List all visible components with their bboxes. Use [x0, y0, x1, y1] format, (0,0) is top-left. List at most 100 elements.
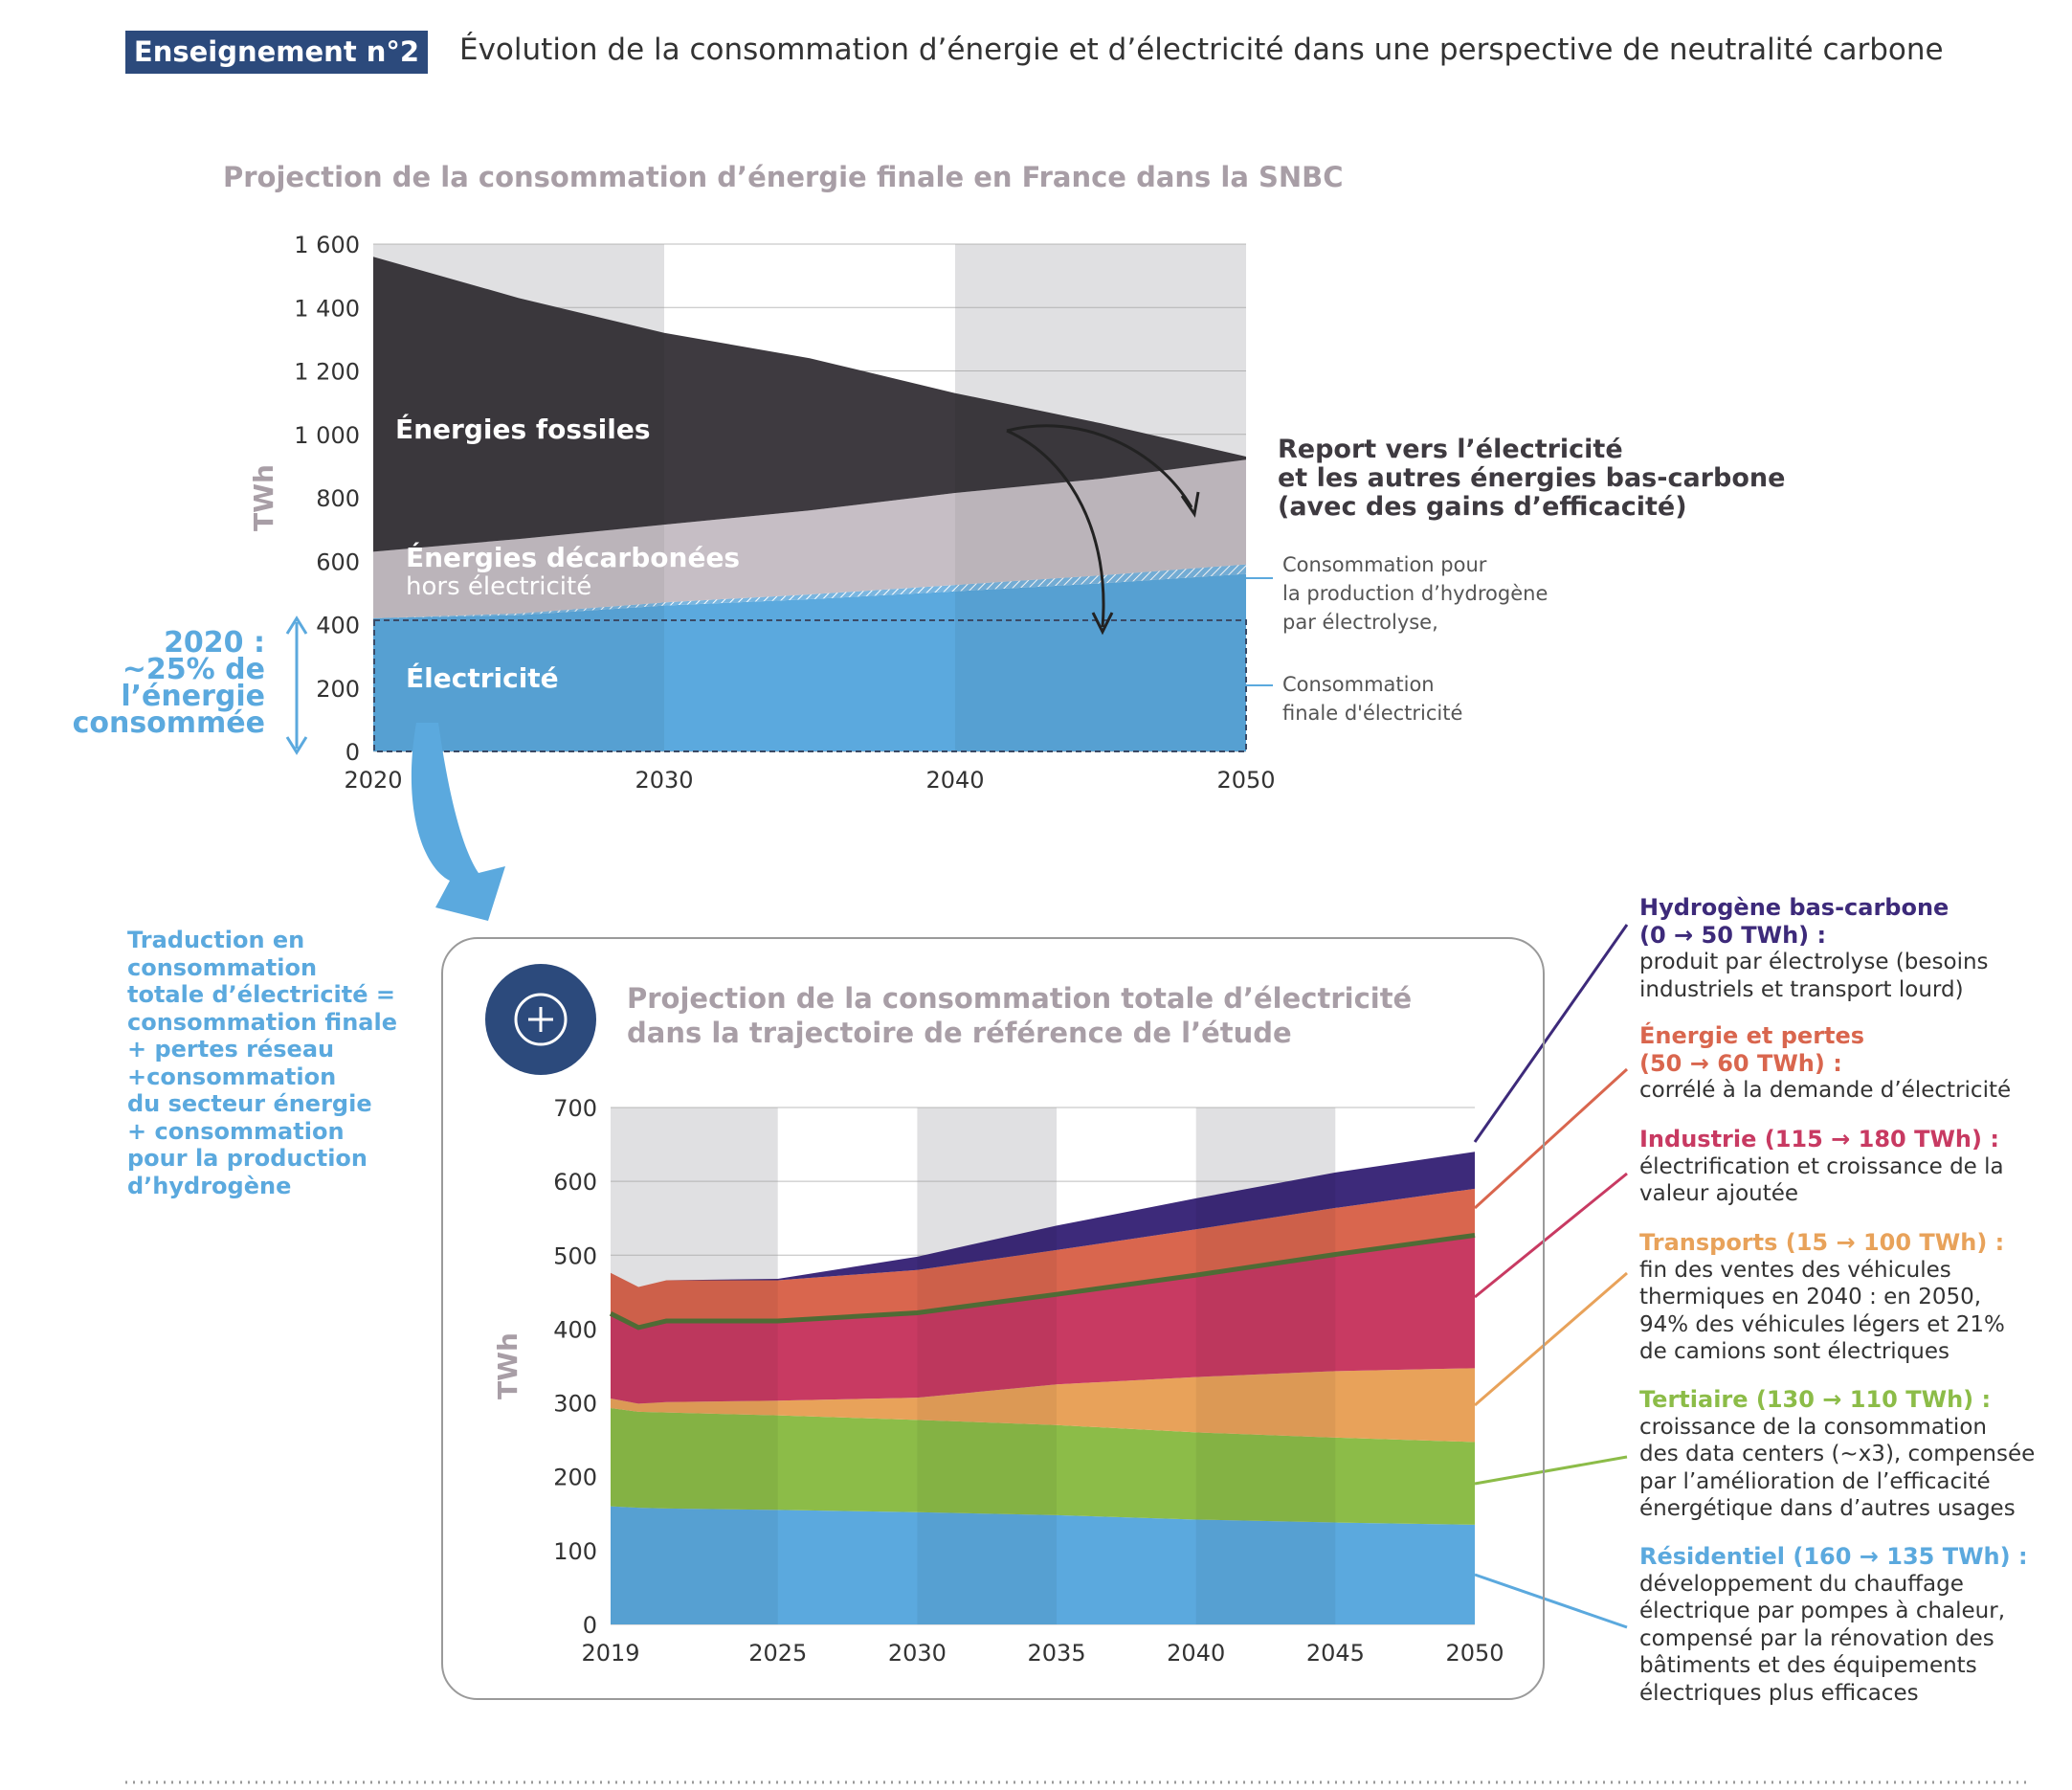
chart2-frame: [441, 937, 1545, 1700]
area-r-sidentiel: [611, 1506, 1475, 1624]
annot-line: Consommation: [1282, 673, 1435, 696]
annot-line: Consommation pour: [1282, 553, 1487, 576]
legend-title: Transports (15 → 100 TWh) :: [1639, 1229, 2005, 1256]
legend-leader-line: [1474, 1271, 1628, 1407]
plus-circle-icon: [485, 964, 596, 1075]
label-decarbonees: Énergies décarbonées: [406, 542, 741, 573]
y-tick-label: 200: [553, 1465, 597, 1491]
legend-hydrogene: Hydrogène bas-carbone (0 → 50 TWh) : pro…: [1639, 894, 1989, 1003]
x-tick-label: 2025: [748, 1640, 807, 1667]
arrow-head-icon: [1180, 491, 1200, 518]
area-lectricit: [373, 573, 1246, 751]
note-2020-line: l’énergie: [121, 680, 265, 713]
x-tick-label: 2030: [888, 1640, 947, 1667]
legend-leader-line: [1473, 924, 1629, 1143]
y-tick-label: 400: [553, 1316, 597, 1343]
y-tick-label: 1 200: [294, 359, 360, 386]
y-tick-label: 100: [553, 1538, 597, 1565]
chart1-title: Projection de la consommation d’énergie …: [223, 161, 1344, 193]
legend-desc: corrélé à la demande d’électricité: [1639, 1078, 2012, 1103]
area-nergie-et-pertes: [611, 1188, 1475, 1328]
legend-desc: fin des ventes des véhicules: [1639, 1257, 1951, 1283]
legend-leader-line: [1473, 1067, 1629, 1210]
electricity-2020-outline: [373, 619, 1247, 752]
area-nergies-fossiles: [373, 257, 1246, 552]
trad-line: consommation: [127, 953, 318, 981]
legend-desc: thermiques en 2040 : en 2050,: [1639, 1285, 1982, 1309]
x-tick-label: 2030: [635, 767, 693, 794]
y-tick-label: 300: [553, 1391, 597, 1418]
chart2-title-line: dans la trajectoire de référence de l’ét…: [627, 1017, 1292, 1049]
legend-desc: industriels et transport lourd): [1639, 976, 1964, 1002]
legend-desc: énergétique dans d’autres usages: [1639, 1496, 2016, 1521]
trad-line: totale d’électricité =: [127, 981, 395, 1008]
legend-title: Énergie et pertes: [1639, 1022, 1865, 1049]
trad-line: +consommation: [127, 1063, 337, 1090]
label-electricite: Électricité: [406, 662, 559, 694]
report-line: (avec des gains d’efficacité): [1278, 492, 1687, 522]
y-tick-label: 1 400: [294, 295, 360, 322]
arrow-head-up-icon: [285, 615, 308, 635]
x-tick-label: 2040: [925, 767, 984, 794]
trad-line: + consommation: [127, 1117, 345, 1145]
x-tick-label: 2035: [1028, 1640, 1086, 1667]
note-2020: 2020 : ~25% de l’énergie consommée: [38, 626, 265, 738]
note-2020-line: 2020 :: [164, 626, 265, 660]
legend-title: Industrie (115 → 180 TWh) :: [1639, 1126, 1999, 1152]
legend-desc: électrification et croissance de la: [1639, 1153, 2004, 1179]
legend-desc: électriques plus efficaces: [1639, 1680, 1919, 1706]
label-fossiles: Énergies fossiles: [395, 414, 651, 445]
chart2-title-line: Projection de la consommation totale d’é…: [627, 982, 1413, 1015]
area-transports: [611, 1368, 1475, 1443]
y-tick-label: 1 600: [294, 232, 360, 258]
legend-desc: par l’amélioration de l’efficacité: [1639, 1468, 1991, 1494]
x-tick-label: 2019: [581, 1640, 639, 1667]
y-axis-label: TWh: [248, 464, 279, 531]
y-tick-label: 200: [316, 676, 360, 703]
legend-industrie: Industrie (115 → 180 TWh) : électrificat…: [1639, 1126, 2004, 1208]
y-tick-label: 400: [316, 613, 360, 639]
label-hors-electricite: hors électricité: [406, 572, 592, 601]
legend-title: Tertiaire (130 → 110 TWh) :: [1639, 1386, 1992, 1413]
x-tick-label: 2045: [1306, 1640, 1365, 1667]
traduction-note: Traduction en consommation totale d’élec…: [127, 927, 414, 1199]
legend-desc: électrique par pompes à chaleur,: [1639, 1599, 2006, 1623]
y-tick-label: 0: [583, 1612, 597, 1639]
y-axis-label: TWh: [492, 1332, 524, 1399]
x-tick-label: 2050: [1445, 1640, 1504, 1667]
legend-residentiel: Résidentiel (160 → 135 TWh) : développem…: [1639, 1543, 2028, 1707]
trad-line: consommation finale: [127, 1008, 397, 1036]
arrow-head-icon: [1091, 612, 1114, 636]
legend-desc: compensé par la rénovation des: [1639, 1625, 1994, 1651]
annot-final-electricity: Consommation finale d'électricité: [1282, 670, 1462, 727]
report-line: Report vers l’électricité: [1278, 435, 1623, 464]
y-tick-label: 600: [553, 1169, 597, 1196]
x-tick-label: 2050: [1216, 767, 1275, 794]
y-tick-label: 600: [316, 548, 360, 575]
y-tick-label: 0: [345, 739, 360, 766]
annot-line: la production d’hydrogène: [1282, 582, 1548, 605]
legend-desc: valeur ajoutée: [1639, 1181, 1799, 1206]
report-arrow-icon: [1006, 424, 1193, 508]
arrow-head-down-icon: [285, 736, 308, 755]
annot-hydrogen: Consommation pour la production d’hydrog…: [1282, 550, 1548, 637]
legend-desc: développement du chauffage: [1639, 1571, 1964, 1597]
x-tick-label: 2040: [1167, 1640, 1225, 1667]
trad-line: pour la production: [127, 1145, 368, 1172]
lesson-badge: Enseignement n°2: [125, 31, 428, 74]
legend-leader-line: [1474, 1172, 1628, 1299]
legend-energie-pertes: Énergie et pertes (50 → 60 TWh) : corrél…: [1639, 1022, 2011, 1105]
legend-desc: bâtiments et des équipements: [1639, 1653, 1977, 1678]
trad-line: + pertes réseau: [127, 1036, 335, 1063]
x-tick-label: 2020: [344, 767, 402, 794]
chart1-final-energy: 0 200 400 600 800 1 000 1 200 1 400 1 600 2020 203…: [248, 232, 1276, 794]
legend-leader-line: [1474, 1455, 1628, 1486]
legend-title: (0 → 50 TWh) :: [1639, 921, 1827, 949]
legend-desc: croissance de la consommation: [1639, 1414, 1987, 1440]
report-line: et les autres énergies bas-carbone: [1278, 463, 1786, 493]
industrie-top-line: [609, 1232, 1476, 1331]
legend-leader-line: [1474, 1573, 1628, 1629]
legend-title: Résidentiel (160 → 135 TWh) :: [1639, 1543, 2028, 1570]
legend-desc: 94% des véhicules légers et 21%: [1639, 1311, 2005, 1337]
